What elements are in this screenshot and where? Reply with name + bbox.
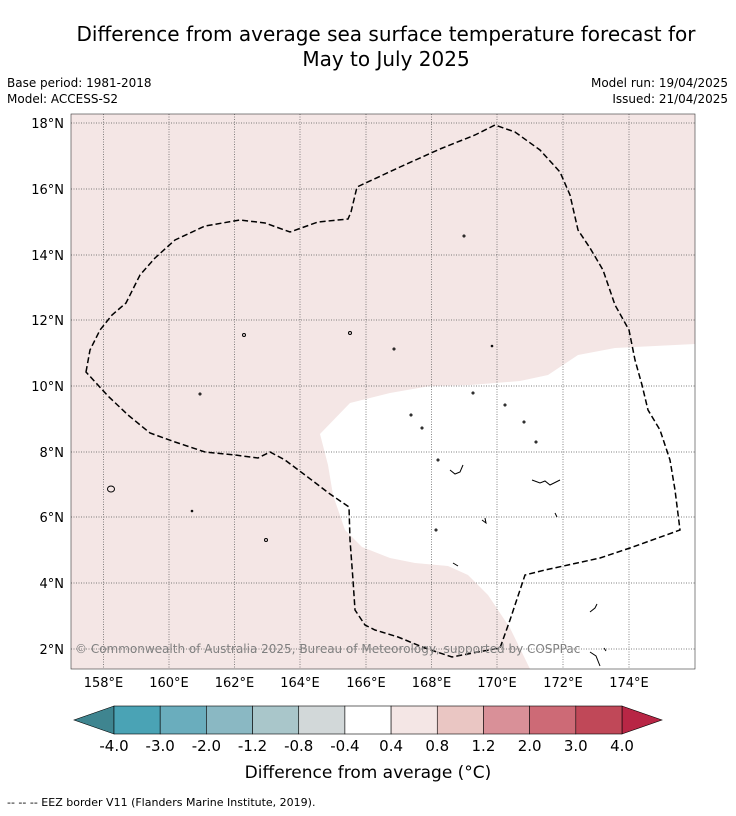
colorbar-segment (113, 705, 161, 735)
copyright-notice: © Commonwealth of Australia 2025, Bureau… (75, 642, 580, 656)
colorbar-extend-low (73, 705, 115, 735)
base-period: Base period: 1981-2018 (7, 76, 152, 90)
island-outlines (107, 234, 607, 667)
issued-date: Issued: 21/04/2025 (612, 92, 728, 106)
colorbar-tick-label: -0.8 (284, 737, 313, 755)
colorbar-segment (575, 705, 623, 735)
title-line-1: Difference from average sea surface temp… (76, 22, 696, 46)
lon-label: 158°E (84, 676, 124, 691)
colorbar-tick-label: -2.0 (192, 737, 221, 755)
lon-label: 166°E (346, 676, 386, 691)
lat-labels: 18°N 16°N 14°N 12°N 10°N 8°N 6°N 4°N 2°N (31, 117, 64, 658)
colorbar-segment (529, 705, 577, 735)
eez-border (85, 124, 681, 658)
colorbar-tick-label: 2.0 (518, 737, 542, 755)
lon-label: 164°E (280, 676, 320, 691)
colorbar-extend-high (621, 705, 663, 735)
meta-right: Model run: 19/04/2025 Issued: 21/04/2025 (591, 75, 728, 107)
lat-label: 4°N (40, 577, 65, 592)
meta-left: Base period: 1981-2018 Model: ACCESS-S2 (7, 75, 152, 107)
lat-label: 2°N (40, 643, 65, 658)
colorbar-tick-label: 4.0 (610, 737, 634, 755)
lon-label: 172°E (543, 676, 583, 691)
neutral-anomaly-region (320, 344, 695, 669)
colorbar-segment (344, 705, 392, 735)
colorbar-title: Difference from average (°C) (244, 763, 492, 783)
colorbar-tick-label: 3.0 (564, 737, 588, 755)
model-run: Model run: 19/04/2025 (590, 76, 728, 90)
lat-label: 8°N (40, 446, 65, 461)
colorbar-tick-label: -4.0 (99, 737, 128, 755)
eez-legend-note: -- -- -- EEZ border V11 (Flanders Marine… (7, 796, 316, 809)
model-name: Model: ACCESS-S2 (7, 92, 119, 106)
map-frame (70, 113, 696, 670)
lat-label: 10°N (31, 380, 64, 395)
lon-labels: 158°E 160°E 162°E 164°E 166°E 168°E 170°… (84, 676, 649, 691)
lon-label: 168°E (412, 676, 452, 691)
lon-label: 160°E (149, 676, 189, 691)
colorbar-tick-label: -1.2 (238, 737, 267, 755)
lon-label: 174°E (609, 676, 649, 691)
colorbar-segment (298, 705, 346, 735)
lon-label: 162°E (215, 676, 255, 691)
colorbar-tick-label: 1.2 (472, 737, 496, 755)
colorbar-segment (159, 705, 207, 735)
colorbar-tick-label: 0.8 (425, 737, 449, 755)
map-title: Difference from average sea surface temp… (40, 22, 732, 72)
colorbar-segment (483, 705, 530, 735)
lat-label: 14°N (31, 249, 64, 264)
lat-label: 16°N (31, 183, 64, 198)
colorbar: -4.0 -3.0 -2.0 -1.2 -0.8 -0.4 0.4 0.8 1.2 2.0 3.0 4… (73, 705, 663, 755)
colorbar-segment (206, 705, 253, 735)
lat-label: 6°N (40, 511, 65, 526)
colorbar-segment (252, 705, 300, 735)
colorbar-tick-label: -3.0 (146, 737, 175, 755)
colorbar-tick-label: -0.4 (330, 737, 359, 755)
colorbar-segment (436, 705, 484, 735)
colorbar-tick-label: 0.4 (379, 737, 403, 755)
lat-label: 18°N (31, 117, 64, 132)
lat-label: 12°N (31, 314, 64, 329)
lon-label: 170°E (477, 676, 517, 691)
title-line-2: May to July 2025 (302, 47, 470, 71)
colorbar-segment (390, 705, 438, 735)
